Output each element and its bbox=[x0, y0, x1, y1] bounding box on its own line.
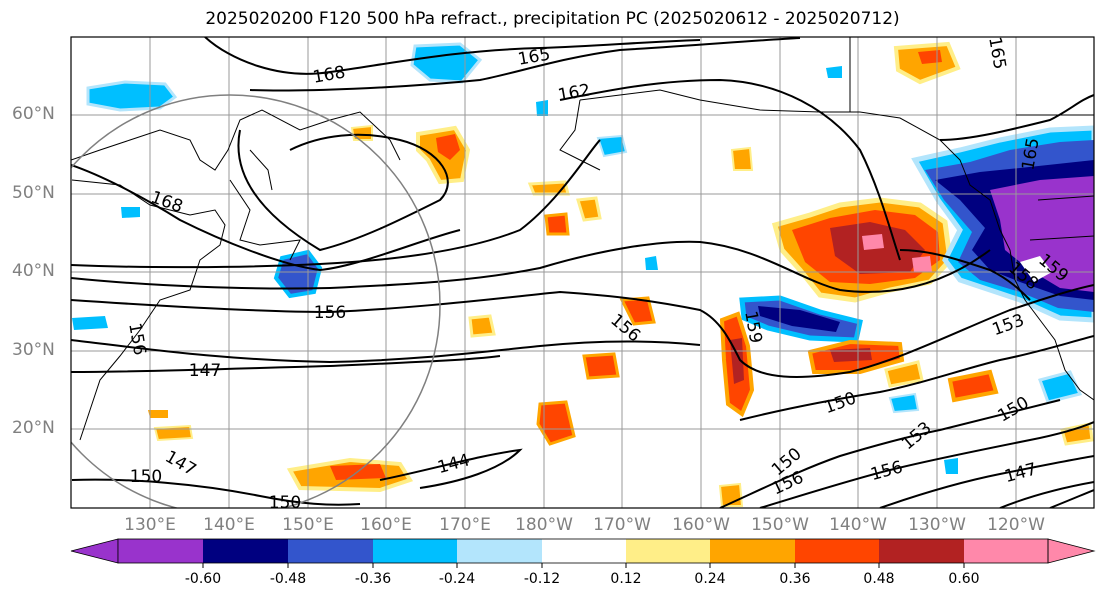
lat-label: 60°N bbox=[12, 104, 55, 124]
contour-label: 153 bbox=[898, 418, 936, 454]
colorbar-tick-label: -0.60 bbox=[184, 571, 222, 587]
lon-label: 170°E bbox=[439, 515, 491, 535]
colorbar-cell bbox=[203, 539, 288, 563]
contour-label: 156 bbox=[868, 457, 905, 485]
lon-label: 120°W bbox=[987, 515, 1045, 535]
gridlines bbox=[71, 37, 1094, 508]
precip-blob bbox=[148, 410, 168, 418]
precip-blob bbox=[944, 458, 958, 474]
precip-blob bbox=[918, 50, 942, 64]
contour-label: 156 bbox=[124, 321, 149, 356]
colorbar-tick-label: -0.24 bbox=[438, 571, 476, 587]
colorbar-tick-label: -0.48 bbox=[269, 571, 307, 587]
colorbar-cell bbox=[457, 539, 542, 563]
colorbar-extend-left bbox=[70, 538, 119, 564]
precip-blob bbox=[536, 100, 548, 116]
colorbar bbox=[70, 538, 1096, 568]
precip-blob bbox=[544, 212, 570, 236]
precip-blob bbox=[121, 207, 140, 218]
contour-label: 147 bbox=[1002, 459, 1039, 487]
colorbar-extend-right bbox=[1047, 538, 1096, 564]
colorbar-cell bbox=[795, 539, 879, 563]
range-circle bbox=[71, 94, 441, 508]
precip-blob bbox=[830, 348, 872, 362]
precip-blob bbox=[436, 134, 460, 160]
colorbar-cell bbox=[542, 539, 626, 563]
lon-label: 140°W bbox=[829, 515, 887, 535]
precip-blob bbox=[884, 360, 924, 388]
colorbar-cell bbox=[373, 539, 457, 563]
colorbar-outline bbox=[117, 538, 1049, 564]
precip-blob bbox=[888, 392, 920, 414]
contour-label: 147 bbox=[189, 361, 221, 381]
precip-blob bbox=[536, 400, 576, 446]
precip-blob bbox=[72, 316, 108, 330]
colorbar-cell bbox=[964, 539, 1048, 563]
colorbar-cell bbox=[288, 539, 373, 563]
contour-label: 162 bbox=[556, 80, 591, 105]
contour-label: 168 bbox=[148, 187, 185, 217]
precip-blob bbox=[912, 256, 932, 272]
precip-blob bbox=[947, 369, 999, 403]
colorbar-tick-label: 0.48 bbox=[863, 571, 895, 587]
map-frame bbox=[70, 36, 1095, 509]
lat-label: 20°N bbox=[12, 418, 55, 438]
map-title: 2025020200 F120 500 hPa refract., precip… bbox=[205, 9, 900, 29]
precip-blob bbox=[730, 146, 754, 171]
precip-blob bbox=[1060, 422, 1094, 446]
precip-blob bbox=[826, 66, 842, 78]
lon-label: 130°W bbox=[908, 515, 966, 535]
lat-label: 30°N bbox=[12, 340, 55, 360]
colorbar-cell bbox=[710, 539, 795, 563]
coastlines bbox=[71, 37, 1094, 441]
lon-label: 160°W bbox=[672, 515, 730, 535]
precip-blob bbox=[619, 296, 656, 326]
contour-label: 144 bbox=[435, 450, 472, 478]
precip-shading bbox=[72, 41, 1094, 507]
colorbar-cell bbox=[626, 539, 710, 563]
precip-blob bbox=[862, 234, 884, 250]
colorbar-tick-label: 0.60 bbox=[948, 571, 980, 587]
precip-blob bbox=[1038, 370, 1083, 404]
contour-label: 168 bbox=[311, 62, 346, 87]
contour-label: 165 bbox=[516, 44, 551, 69]
lon-label: 170°W bbox=[593, 515, 651, 535]
precip-blob bbox=[86, 80, 178, 112]
lon-label: 140°E bbox=[203, 515, 255, 535]
precip-blob bbox=[758, 306, 840, 332]
lat-label: 40°N bbox=[12, 261, 55, 281]
precip-blob bbox=[1020, 256, 1052, 282]
precip-blob bbox=[468, 314, 496, 338]
precip-blob bbox=[596, 134, 628, 158]
contour-label: 147 bbox=[161, 447, 199, 481]
colorbar-tick-label: 0.24 bbox=[694, 571, 726, 587]
refractivity-contours bbox=[71, 37, 1094, 508]
lat-label: 50°N bbox=[12, 183, 55, 203]
colorbar-tick-label: -0.12 bbox=[523, 571, 561, 587]
precip-blob bbox=[576, 196, 602, 222]
precip-blob bbox=[410, 42, 483, 84]
contour-label: 156 bbox=[314, 303, 346, 323]
colorbar-tick-label: -0.36 bbox=[354, 571, 392, 587]
lon-label: 150°E bbox=[282, 515, 334, 535]
contour-label: 165 bbox=[984, 35, 1009, 70]
contour-label: 150 bbox=[269, 493, 301, 513]
precip-blob bbox=[645, 256, 658, 270]
lon-label: 130°E bbox=[124, 515, 176, 535]
lon-label: 160°E bbox=[360, 515, 412, 535]
precip-blob bbox=[350, 124, 373, 141]
lon-label: 150°W bbox=[751, 515, 809, 535]
contour-label: 153 bbox=[990, 310, 1027, 340]
colorbar-tick-label: 0.36 bbox=[779, 571, 811, 587]
colorbar-cell bbox=[879, 539, 964, 563]
colorbar-tick-label: 0.12 bbox=[610, 571, 642, 587]
precip-blob bbox=[582, 352, 620, 380]
colorbar-cell bbox=[118, 539, 203, 563]
lon-label: 180°W bbox=[515, 515, 573, 535]
contour-label: 150 bbox=[822, 388, 859, 418]
contour-label: 150 bbox=[994, 393, 1032, 427]
precip-blob bbox=[153, 424, 194, 442]
contour-label: 150 bbox=[130, 467, 162, 487]
